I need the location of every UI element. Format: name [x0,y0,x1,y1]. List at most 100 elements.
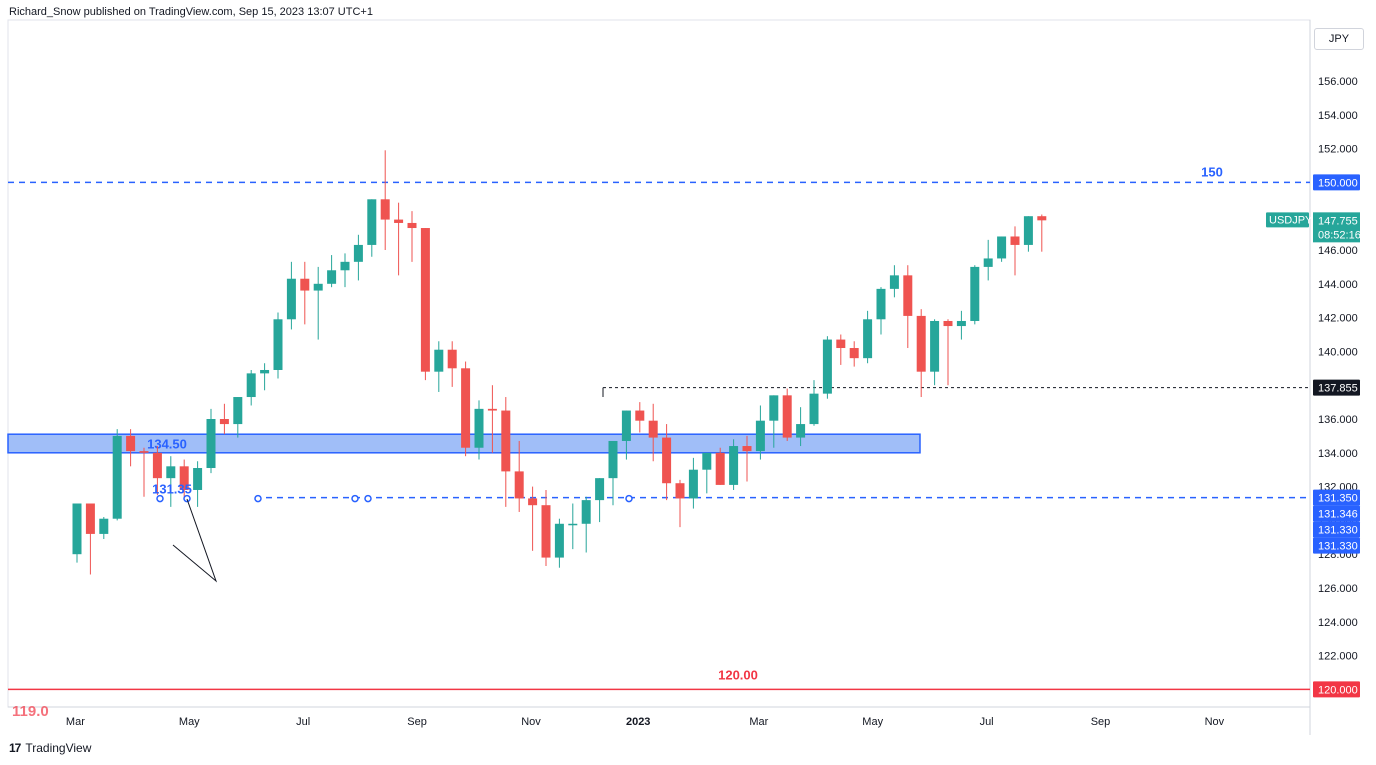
candle-body [1023,216,1033,245]
tag-150: 150.000 [1318,177,1358,189]
candle [956,310,966,340]
candle-body [407,222,417,229]
candle-body [233,397,243,425]
candle-body [514,471,524,499]
candle-body [715,452,725,485]
publish-info: Richard_Snow published on TradingView.co… [9,6,373,18]
candle-body [1037,216,1047,221]
candle [313,266,323,340]
candle [1023,216,1033,252]
candle [300,261,310,325]
x-tick-label: May [179,716,200,728]
candle [648,403,658,462]
candle-body [126,435,136,452]
tradingview-logo[interactable]: 17 TradingView [9,741,91,755]
candle-body [876,288,886,320]
candle [836,334,846,365]
y-tick-label: 134.000 [1318,448,1358,460]
time-axis[interactable]: Mar May Jul Sep Nov 2023 Mar May Jul Sep Nov [66,716,1225,728]
candle [809,380,819,426]
candle [152,446,162,496]
candle [233,397,243,438]
candle [970,265,980,325]
candle [1010,226,1020,276]
candle-body [916,315,926,372]
tag-131-3-bg [1313,537,1360,554]
candle-body [702,452,712,470]
pivot-marker [156,494,164,503]
symbol-tag: USDJPY [1269,214,1313,226]
candle [514,440,524,512]
candle-body [353,244,363,262]
candle [595,478,605,523]
candle [99,517,109,539]
y-tick-label: 152.000 [1318,144,1358,156]
candle [501,397,511,507]
candle-body [300,278,310,291]
candle [997,236,1007,262]
x-tick-label: 2023 [626,716,650,728]
y-tick-label: 126.000 [1318,583,1358,595]
plot-border [7,19,1311,708]
tag-131-3: 131.330 [1318,541,1358,553]
candle-body [809,393,819,425]
candle-body [1010,236,1020,245]
candle [85,503,95,575]
candle [219,403,229,435]
candle-body [380,199,390,220]
candle [420,228,430,381]
x-tick-label: Mar [66,716,85,728]
candle-body [85,503,95,534]
candle [286,261,296,330]
level-lines [8,181,1310,691]
candle [72,503,82,563]
label-150: 150 [1201,164,1223,179]
candle [943,319,953,386]
candle [635,402,645,433]
candle-body [206,419,216,469]
x-tick-label: Sep [1091,716,1111,728]
tag-131-2: 131.330 [1318,525,1358,537]
candle [983,239,993,281]
candle-body [340,261,350,271]
candle [755,405,765,460]
y-tick-label: 154.000 [1318,110,1358,122]
currency-button[interactable]: JPY [1314,28,1364,50]
candle-body [635,410,645,421]
y-tick-label: 122.000 [1318,651,1358,663]
candle [380,150,390,250]
candle [367,199,377,257]
price-axis[interactable]: 156.000154.000152.000148.000146.000144.0… [1266,76,1361,698]
candle [260,363,270,391]
candle-body [193,468,203,490]
candle-body [930,320,940,372]
candle-body [99,518,109,534]
candle [688,457,698,509]
candle-body [688,469,698,499]
y-tick-label: 144.000 [1318,279,1358,291]
tag-131-0: 131.350 [1318,493,1358,505]
tag-120: 120.000 [1318,684,1358,696]
candle-body [461,368,471,448]
candle [139,447,149,497]
candle-body [487,408,497,411]
candle-body [608,440,618,479]
candle [554,518,564,568]
tag-120-bg [1313,681,1360,698]
label-120: 120.00 [718,667,758,682]
candle [179,459,189,497]
candle-body [568,523,578,526]
candle-body [541,505,551,558]
candle-body [447,349,457,369]
chart-frame [7,19,1311,735]
x-tick-label: May [862,716,883,728]
candle [769,395,779,448]
y-tick-label: 142.000 [1318,313,1358,325]
candle-body [782,395,792,438]
candle [353,234,363,281]
pivot-marker [625,494,633,503]
tag-131-1-bg [1313,505,1360,522]
candle [876,287,886,335]
candle-body [889,275,899,289]
